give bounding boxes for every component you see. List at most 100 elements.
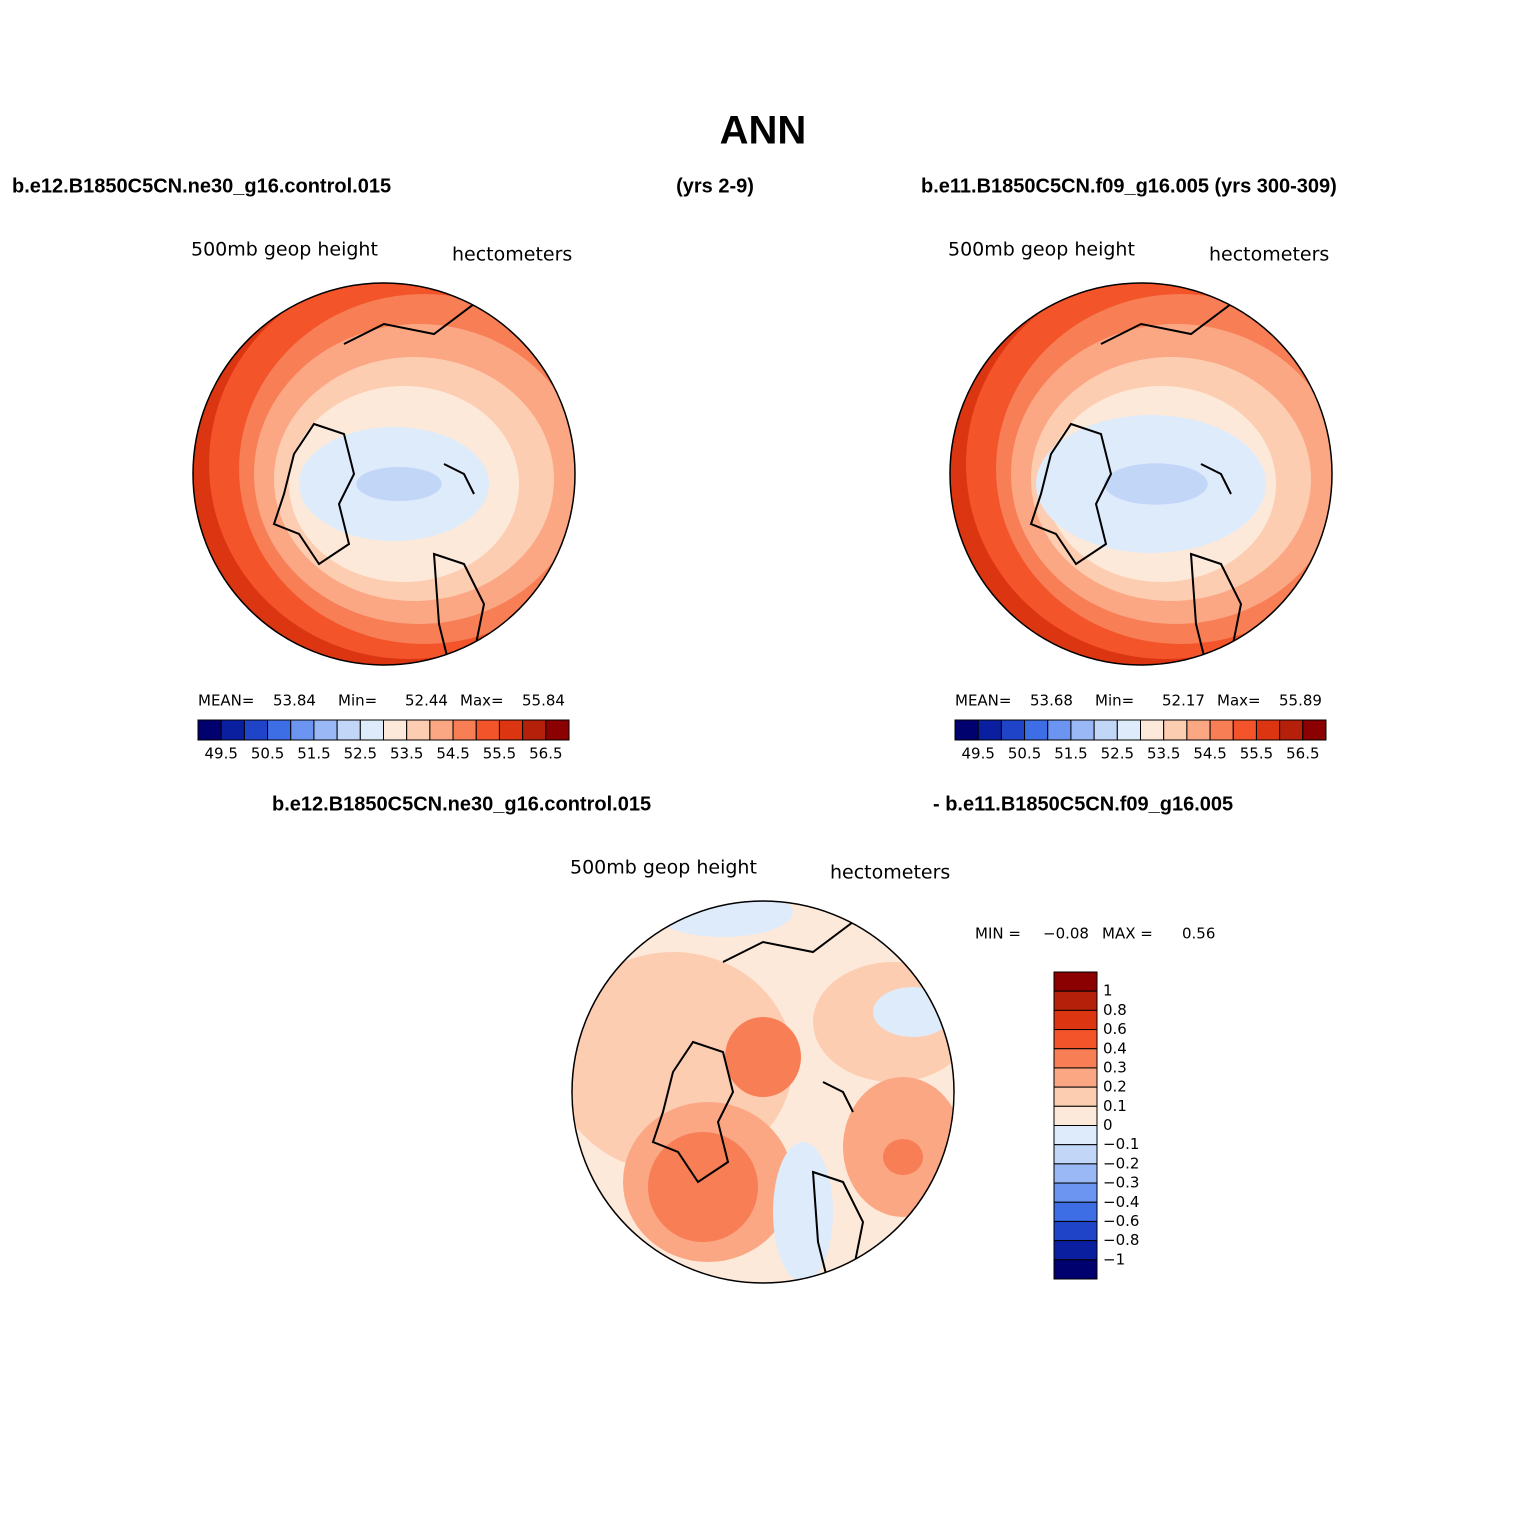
colorbar-box xyxy=(197,719,222,741)
case-label: b.e11.B1850C5CN.f09_g16.005 (yrs 300-309… xyxy=(921,175,1337,197)
colorbar-box xyxy=(1053,1201,1098,1222)
colorbar-box xyxy=(1047,719,1072,741)
colorbar-label: 53.5 xyxy=(390,745,423,763)
colorbar-box xyxy=(1302,719,1327,741)
colorbar-label: −1 xyxy=(1103,1250,1125,1268)
contour-fill xyxy=(773,1142,833,1282)
colorbar-box xyxy=(383,719,408,741)
colorbar-box xyxy=(220,719,245,741)
colorbar-box xyxy=(1053,971,1098,992)
colorbar-label: 0 xyxy=(1103,1116,1113,1134)
stat-label: Max= xyxy=(460,692,504,710)
title: ANN xyxy=(720,109,807,153)
colorbar-label: 0.1 xyxy=(1103,1097,1127,1115)
stat-label: Min= xyxy=(338,692,377,710)
colorbar-box xyxy=(1140,719,1165,741)
stat-label: Min= xyxy=(1095,692,1134,710)
colorbar-label: 52.5 xyxy=(1101,745,1134,763)
colorbar-label: −0.4 xyxy=(1103,1193,1139,1211)
colorbar-box xyxy=(545,719,570,741)
variable-label: 500mb geop height xyxy=(570,857,757,879)
stat-value: −0.08 xyxy=(1043,925,1089,943)
colorbar-label: 53.5 xyxy=(1147,745,1180,763)
colorbar-label: 0.4 xyxy=(1103,1039,1127,1057)
colorbar-box xyxy=(1053,1029,1098,1050)
contour-fill xyxy=(356,466,442,502)
colorbar-label: −0.1 xyxy=(1103,1135,1139,1153)
stat-label: MEAN= xyxy=(955,692,1011,710)
units-label: hectometers xyxy=(830,862,950,884)
colorbar-label: 52.5 xyxy=(344,745,377,763)
colorbar-box xyxy=(1053,1259,1098,1280)
colorbar-label: 51.5 xyxy=(297,745,330,763)
contour-fill xyxy=(883,1139,923,1175)
colorbar-label: 50.5 xyxy=(251,745,284,763)
colorbar-label: 54.5 xyxy=(436,745,469,763)
map-border xyxy=(192,282,576,666)
case-label: - b.e11.B1850C5CN.f09_g16.005 xyxy=(933,793,1233,815)
colorbar-box xyxy=(1116,719,1141,741)
map xyxy=(193,283,575,665)
colorbar-box xyxy=(1053,1144,1098,1165)
years-label: (yrs 2-9) xyxy=(676,175,754,197)
contour-fill xyxy=(873,987,953,1037)
colorbar-box xyxy=(243,719,269,741)
colorbar-label: 55.5 xyxy=(1240,745,1273,763)
colorbar-box xyxy=(522,719,547,741)
colorbar-label: 49.5 xyxy=(204,745,237,763)
colorbar-box xyxy=(429,719,454,741)
colorbar-label: 49.5 xyxy=(961,745,994,763)
colorbar-box xyxy=(1053,990,1098,1011)
colorbar-box xyxy=(313,719,338,741)
colorbar-box xyxy=(1093,719,1118,741)
colorbar-box xyxy=(1053,1105,1098,1126)
colorbar-box xyxy=(359,719,384,741)
stat-value: 55.84 xyxy=(522,692,565,710)
colorbar-label: 54.5 xyxy=(1193,745,1226,763)
map xyxy=(950,283,1332,665)
units-label: hectometers xyxy=(1209,244,1329,266)
colorbar-label: 0.2 xyxy=(1103,1078,1127,1096)
colorbar-box xyxy=(1209,719,1234,741)
maps xyxy=(192,282,1333,1284)
colorbar-label: −0.8 xyxy=(1103,1231,1139,1249)
colorbar-label: 0.8 xyxy=(1103,1001,1127,1019)
contour-fill xyxy=(648,1132,758,1242)
colorbar-label: 55.5 xyxy=(483,745,516,763)
colorbar-box xyxy=(1053,1125,1098,1146)
units-label: hectometers xyxy=(452,244,572,266)
colorbar-box xyxy=(267,719,292,741)
contour-fill xyxy=(725,1017,801,1097)
colorbar-label: 56.5 xyxy=(529,745,562,763)
stat-label: MEAN= xyxy=(198,692,254,710)
colorbar-box xyxy=(498,719,524,741)
variable-label: 500mb geop height xyxy=(948,239,1135,261)
colorbar-label: 51.5 xyxy=(1054,745,1087,763)
colorbar-box xyxy=(452,719,477,741)
colorbar-box xyxy=(1053,1086,1098,1107)
colorbar-box xyxy=(1024,719,1049,741)
colorbar-box xyxy=(1053,1240,1098,1261)
stat-value: 52.17 xyxy=(1162,692,1205,710)
colorbar-label: −0.3 xyxy=(1103,1174,1139,1192)
colorbar-label: −0.2 xyxy=(1103,1154,1139,1172)
colorbar-box xyxy=(1255,719,1281,741)
colorbar-box xyxy=(1070,719,1095,741)
variable-label: 500mb geop height xyxy=(191,239,378,261)
stat-value: 52.44 xyxy=(405,692,448,710)
contour-fill xyxy=(653,901,793,937)
colorbar-box xyxy=(406,719,431,741)
colorbar-box xyxy=(1053,1067,1098,1088)
case-label: b.e12.B1850C5CN.ne30_g16.control.015 xyxy=(272,793,651,815)
colorbar-box xyxy=(1000,719,1026,741)
colorbar-box xyxy=(336,719,361,741)
map-border xyxy=(949,282,1333,666)
colorbar-box xyxy=(1279,719,1304,741)
stat-value: 53.84 xyxy=(273,692,316,710)
colorbar-box xyxy=(1053,1163,1098,1184)
colorbar-box xyxy=(977,719,1002,741)
contour-fill xyxy=(1104,463,1208,505)
stat-label: Max= xyxy=(1217,692,1261,710)
map-border xyxy=(571,900,955,1284)
